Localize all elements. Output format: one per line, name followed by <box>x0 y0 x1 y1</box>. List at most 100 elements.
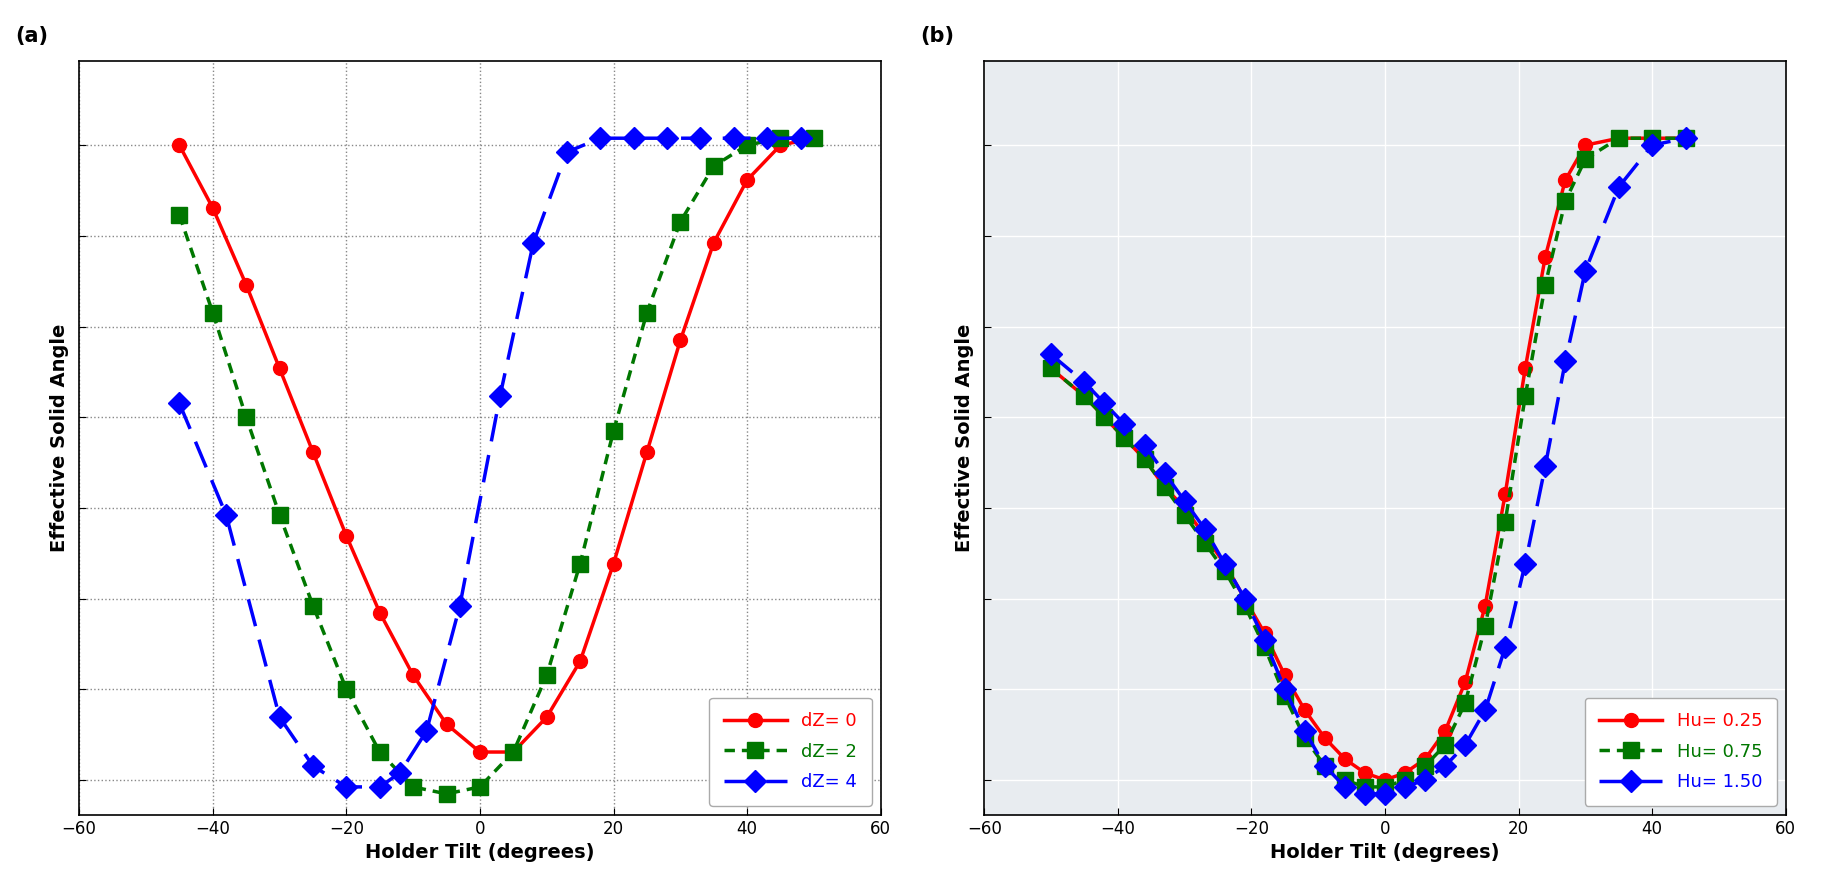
Y-axis label: Effective Solid Angle: Effective Solid Angle <box>953 324 973 553</box>
Hu= 0.25 <box>1132 454 1154 465</box>
Text: (b): (b) <box>919 27 953 46</box>
Hu= 1.50 <box>1373 789 1395 799</box>
dZ= 0 <box>702 238 724 248</box>
dZ= 2 <box>501 747 523 757</box>
Hu= 0.75 <box>1393 774 1415 785</box>
Hu= 0.25 <box>1333 754 1354 765</box>
Hu= 0.25 <box>1573 140 1595 150</box>
Hu= 0.75 <box>1094 412 1116 423</box>
dZ= 0 <box>303 447 324 457</box>
dZ= 2 <box>802 133 824 143</box>
dZ= 2 <box>335 684 357 694</box>
Hu= 0.25 <box>1094 412 1116 423</box>
Hu= 0.75 <box>1353 781 1375 792</box>
Hu= 0.75 <box>1114 433 1136 443</box>
Hu= 0.75 <box>1039 363 1061 374</box>
Hu= 1.50 <box>1039 349 1061 360</box>
dZ= 2 <box>769 133 791 143</box>
Hu= 0.25 <box>1252 628 1274 639</box>
Hu= 0.25 <box>1553 174 1575 185</box>
Hu= 0.25 <box>1533 252 1555 263</box>
Hu= 1.50 <box>1152 467 1174 478</box>
Hu= 1.50 <box>1473 705 1495 716</box>
Hu= 0.25 <box>1493 489 1515 499</box>
Hu= 0.25 <box>1152 481 1174 492</box>
Hu= 0.25 <box>1039 363 1061 374</box>
Hu= 1.50 <box>1272 684 1294 694</box>
dZ= 2 <box>536 670 558 681</box>
Line: dZ= 4: dZ= 4 <box>171 131 808 795</box>
dZ= 0 <box>235 279 257 290</box>
Hu= 1.50 <box>1433 761 1455 772</box>
Hu= 0.25 <box>1293 705 1314 716</box>
dZ= 0 <box>268 363 290 374</box>
Hu= 0.75 <box>1232 600 1254 611</box>
dZ= 0 <box>736 174 758 185</box>
dZ= 0 <box>536 712 558 723</box>
Hu= 0.25 <box>1114 433 1136 443</box>
dZ= 0 <box>469 747 490 757</box>
Hu= 1.50 <box>1393 781 1415 792</box>
Hu= 0.75 <box>1074 391 1096 401</box>
Legend: dZ= 0, dZ= 2, dZ= 4: dZ= 0, dZ= 2, dZ= 4 <box>709 698 871 805</box>
dZ= 0 <box>636 447 658 457</box>
dZ= 2 <box>469 781 490 792</box>
Hu= 1.50 <box>1132 440 1154 450</box>
Hu= 0.75 <box>1553 196 1575 206</box>
dZ= 4 <box>168 398 190 409</box>
Hu= 0.25 <box>1433 725 1455 736</box>
dZ= 2 <box>235 412 257 423</box>
Hu= 1.50 <box>1353 789 1375 799</box>
Hu= 0.25 <box>1192 530 1214 541</box>
dZ= 4 <box>448 600 470 611</box>
Hu= 0.75 <box>1212 565 1234 576</box>
Line: dZ= 0: dZ= 0 <box>173 131 820 759</box>
dZ= 2 <box>202 307 224 318</box>
dZ= 2 <box>702 161 724 172</box>
Hu= 0.25 <box>1353 767 1375 778</box>
dZ= 2 <box>303 600 324 611</box>
Hu= 0.75 <box>1513 391 1535 401</box>
Hu= 1.50 <box>1573 265 1595 276</box>
Hu= 1.50 <box>1094 398 1116 409</box>
Hu= 0.25 <box>1453 677 1475 688</box>
dZ= 2 <box>368 747 390 757</box>
Hu= 0.25 <box>1373 774 1395 785</box>
Hu= 0.75 <box>1172 510 1194 521</box>
Hu= 1.50 <box>1212 558 1234 569</box>
Hu= 1.50 <box>1553 356 1575 367</box>
dZ= 4 <box>368 781 390 792</box>
dZ= 4 <box>757 133 778 143</box>
Hu= 1.50 <box>1674 133 1695 143</box>
Hu= 1.50 <box>1192 523 1214 534</box>
Hu= 0.75 <box>1533 279 1555 290</box>
dZ= 4 <box>416 725 438 736</box>
Hu= 1.50 <box>1074 377 1096 388</box>
Hu= 0.75 <box>1413 761 1435 772</box>
dZ= 4 <box>521 238 543 248</box>
Hu= 0.75 <box>1453 698 1475 708</box>
dZ= 4 <box>303 761 324 772</box>
dZ= 2 <box>736 140 758 150</box>
Line: Hu= 0.25: Hu= 0.25 <box>1043 131 1692 787</box>
dZ= 4 <box>722 133 744 143</box>
Hu= 0.75 <box>1641 133 1663 143</box>
Hu= 1.50 <box>1453 740 1475 750</box>
Hu= 0.75 <box>1606 133 1628 143</box>
dZ= 4 <box>335 781 357 792</box>
dZ= 2 <box>436 789 458 799</box>
dZ= 0 <box>401 670 423 681</box>
dZ= 0 <box>802 133 824 143</box>
Line: Hu= 1.50: Hu= 1.50 <box>1043 131 1692 802</box>
Hu= 1.50 <box>1252 635 1274 646</box>
Hu= 0.25 <box>1212 558 1234 569</box>
dZ= 2 <box>669 216 691 227</box>
Line: dZ= 2: dZ= 2 <box>171 131 820 802</box>
dZ= 0 <box>602 558 623 569</box>
dZ= 0 <box>202 203 224 214</box>
Hu= 1.50 <box>1313 761 1334 772</box>
Hu= 0.25 <box>1413 754 1435 765</box>
Hu= 0.75 <box>1333 774 1354 785</box>
Hu= 0.25 <box>1272 670 1294 681</box>
dZ= 0 <box>335 530 357 541</box>
